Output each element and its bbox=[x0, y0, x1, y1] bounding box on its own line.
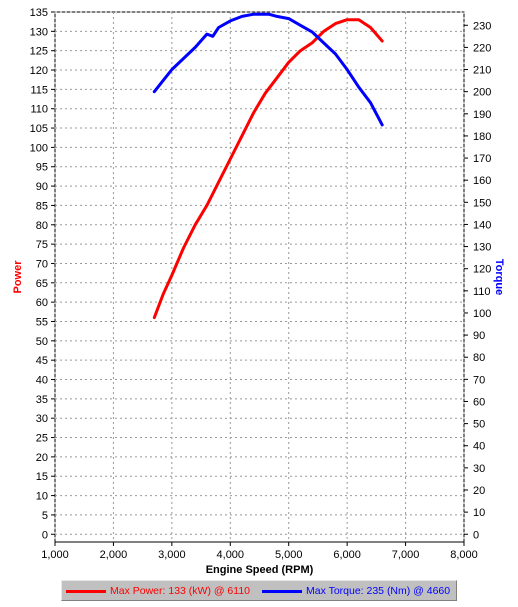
y-right-tick-label: 70 bbox=[473, 374, 485, 386]
y-left-tick-label: 105 bbox=[30, 123, 48, 135]
y-left-tick-label: 95 bbox=[36, 162, 48, 174]
y-right-tick-label: 220 bbox=[473, 42, 491, 54]
y-left-tick-label: 20 bbox=[36, 452, 48, 464]
y-right-tick-label: 30 bbox=[473, 463, 485, 475]
y-right-tick-label: 40 bbox=[473, 441, 485, 453]
y-right-tick-label: 100 bbox=[473, 308, 491, 320]
y-left-tick-label: 50 bbox=[36, 336, 48, 348]
x-tick-label: 4,000 bbox=[217, 549, 245, 561]
y-right-tick-label: 10 bbox=[473, 507, 485, 519]
y-right-tick-label: 80 bbox=[473, 352, 485, 364]
x-tick-label: 7,000 bbox=[392, 549, 420, 561]
y-left-tick-label: 35 bbox=[36, 394, 48, 406]
y-left-tick-label: 10 bbox=[36, 491, 48, 503]
y-right-tick-label: 150 bbox=[473, 197, 491, 209]
series-line-power bbox=[152, 18, 384, 320]
legend-bar: Max Power: 133 (kW) @ 6110 Max Torque: 2… bbox=[61, 580, 457, 601]
y-left-tick-label: 85 bbox=[36, 200, 48, 212]
x-tick-label: 2,000 bbox=[100, 549, 128, 561]
y-right-tick-label: 200 bbox=[473, 87, 491, 99]
y-right-axis-title: Torque bbox=[493, 259, 505, 295]
y-right-tick-label: 190 bbox=[473, 109, 491, 121]
y-left-tick-label: 25 bbox=[36, 433, 48, 445]
y-left-tick-label: 80 bbox=[36, 220, 48, 232]
y-right-tick-label: 230 bbox=[473, 20, 491, 32]
legend-torque-swatch bbox=[262, 589, 302, 593]
y-left-tick-label: 30 bbox=[36, 413, 48, 425]
y-right-tick-label: 160 bbox=[473, 175, 491, 187]
y-left-tick-label: 130 bbox=[30, 26, 48, 38]
y-right-tick-label: 50 bbox=[473, 419, 485, 431]
x-tick-label: 5,000 bbox=[275, 549, 303, 561]
y-left-tick-label: 90 bbox=[36, 181, 48, 193]
y-left-tick-label: 60 bbox=[36, 297, 48, 309]
y-left-tick-label: 55 bbox=[36, 316, 48, 328]
y-right-tick-label: 20 bbox=[473, 485, 485, 497]
y-left-tick-label: 65 bbox=[36, 278, 48, 290]
y-left-tick-label: 75 bbox=[36, 239, 48, 251]
y-right-tick-label: 120 bbox=[473, 264, 491, 276]
legend-item-torque: Max Torque: 235 (Nm) @ 4660 bbox=[262, 584, 450, 598]
x-tick-label: 8,000 bbox=[450, 549, 478, 561]
x-tick-label: 1,000 bbox=[41, 549, 69, 561]
y-left-tick-label: 115 bbox=[30, 84, 48, 96]
legend-item-power: Max Power: 133 (kW) @ 6110 bbox=[66, 584, 250, 598]
chart-svg: 0 5 10 15 20 25 30 35 40 45 50 55 60 65 70 75 80 85 90 95 10… bbox=[12, 7, 505, 576]
y-right-tick-label: 210 bbox=[473, 65, 491, 77]
y-left-tick-label: 40 bbox=[36, 375, 48, 387]
y-right-tick-label: 130 bbox=[473, 242, 491, 254]
y-right-tick-label: 90 bbox=[473, 330, 485, 342]
y-right-tick-label: 140 bbox=[473, 219, 491, 231]
plot-area bbox=[54, 11, 465, 543]
series-line-torque bbox=[152, 12, 384, 127]
y-left-axis-title: Power bbox=[12, 260, 24, 294]
y-left-tick-label: 5 bbox=[42, 510, 48, 522]
y-left-tick-label: 15 bbox=[36, 471, 48, 483]
y-left-tick-label: 135 bbox=[30, 7, 48, 19]
legend-power-label: Max Power: 133 (kW) @ 6110 bbox=[110, 585, 251, 597]
legend-torque-label: Max Torque: 235 (Nm) @ 4660 bbox=[306, 585, 451, 597]
y-left-tick-label: 125 bbox=[30, 46, 48, 58]
y-left-tick-label: 45 bbox=[36, 355, 48, 367]
y-left-tick-label: 0 bbox=[42, 529, 48, 541]
x-tick-label: 3,000 bbox=[158, 549, 186, 561]
y-right-tick-label: 60 bbox=[473, 396, 485, 408]
y-right-tick-label: 110 bbox=[473, 286, 491, 298]
y-left-tick-label: 110 bbox=[30, 104, 48, 116]
y-right-tick-label: 170 bbox=[473, 153, 491, 165]
legend-power-swatch bbox=[66, 589, 106, 593]
y-right-tick-label: 0 bbox=[473, 529, 479, 541]
y-left-tick-label: 100 bbox=[30, 142, 48, 154]
y-left-tick-label: 70 bbox=[36, 258, 48, 270]
y-right-tick-label: 180 bbox=[473, 131, 491, 143]
x-axis-title: Engine Speed (RPM) bbox=[206, 564, 314, 576]
x-tick-label: 6,000 bbox=[333, 549, 361, 561]
y-left-tick-label: 120 bbox=[30, 65, 48, 77]
